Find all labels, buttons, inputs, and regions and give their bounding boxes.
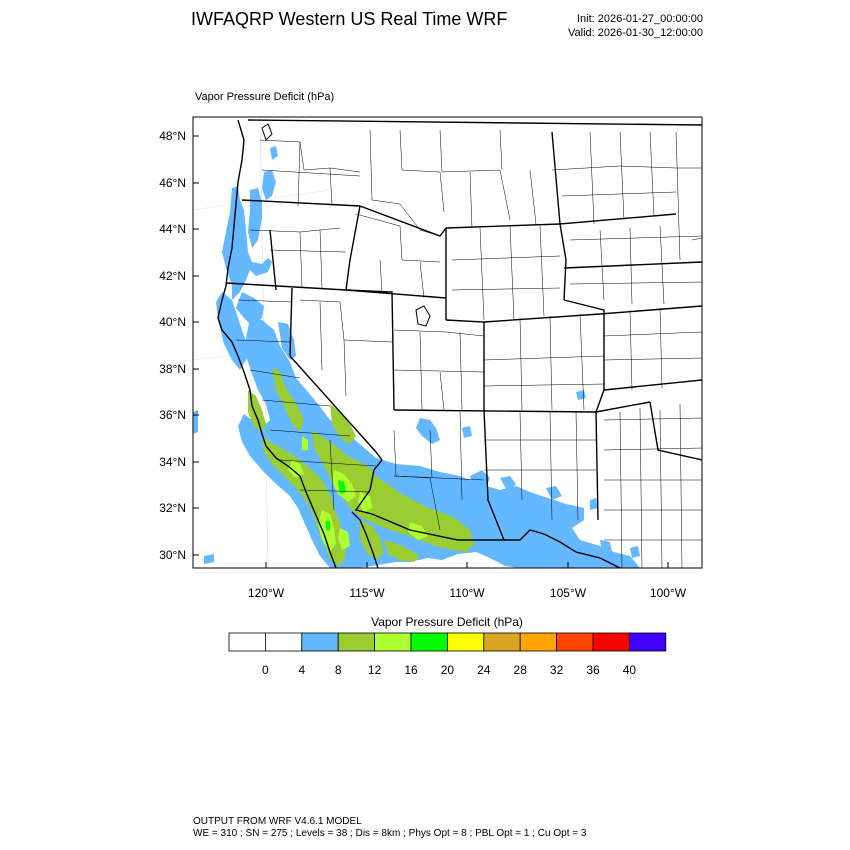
colorbar-box [410,632,448,652]
latitude-axis: 48°N 46°N 44°N 42°N 40°N 38°N 36°N 34°N … [159,129,199,562]
lat-tick-label: 38°N [159,362,186,376]
colorbar-boxes [228,632,667,652]
colorbar: Vapor Pressure Deficit (hPa) 0 4 8 12 16 20 24… [228,615,667,677]
vpd-shading-16-20 [326,480,346,530]
colorbar-label: 24 [477,663,491,677]
west-coastline [217,119,337,568]
lon-tick-label: 100°W [650,586,687,600]
colorbar-box [629,632,667,652]
plot-title: IWFAQRP Western US Real Time WRF [191,9,508,29]
colorbar-label: 0 [262,663,269,677]
field-label: Vapor Pressure Deficit (hPa) [195,91,335,103]
lat-tick-label: 36°N [159,408,186,422]
state-borders [225,119,702,568]
colorbar-title: Vapor Pressure Deficit (hPa) [371,615,523,629]
colorbar-box [337,632,376,652]
county-borders [235,129,702,568]
lat-tick-label: 44°N [159,222,186,236]
colorbar-label: 32 [550,663,564,677]
colorbar-labels: 0 4 8 12 16 20 24 28 32 36 40 [262,663,636,677]
colorbar-box [374,632,412,652]
colorbar-label: 20 [441,663,455,677]
colorbar-box [264,632,303,652]
lat-tick-label: 46°N [159,176,186,190]
colorbar-box [556,632,594,652]
lat-tick-label: 42°N [159,269,186,283]
colorbar-label: 36 [586,663,600,677]
model-info-line2: WE = 310 ; SN = 275 ; Levels = 38 ; Dis … [193,828,587,839]
colorbar-label: 8 [335,663,342,677]
colorbar-box [301,632,339,652]
init-time: Init: 2026-01-27_00:00:00 [577,13,703,25]
colorbar-box [228,632,266,652]
colorbar-box [446,632,485,652]
model-info-line1: OUTPUT FROM WRF V4.6.1 MODEL [193,816,362,827]
longitude-axis: 120°W 115°W 110°W 105°W 100°W [248,562,687,600]
colorbar-box [519,632,558,652]
lon-tick-label: 110°W [449,586,485,600]
colorbar-label: 28 [514,663,528,677]
lon-tick-label: 105°W [550,586,587,600]
gulf-coastline [351,511,379,568]
map-area [193,117,702,568]
lakes [261,123,431,327]
lat-tick-label: 48°N [159,129,186,143]
lat-tick-label: 32°N [159,501,186,515]
lon-tick-label: 120°W [248,586,285,600]
colorbar-label: 4 [298,663,305,677]
lat-tick-label: 30°N [159,548,186,562]
colorbar-box [592,632,630,652]
valid-time: Valid: 2026-01-30_12:00:00 [568,27,703,39]
lon-tick-label: 115°W [349,586,385,600]
lat-tick-label: 40°N [159,315,186,329]
lat-tick-label: 34°N [159,455,186,469]
colorbar-box [483,632,521,652]
colorbar-label: 12 [368,663,382,677]
colorbar-label: 16 [404,663,418,677]
map-frame [192,116,703,569]
colorbar-label: 40 [623,663,637,677]
